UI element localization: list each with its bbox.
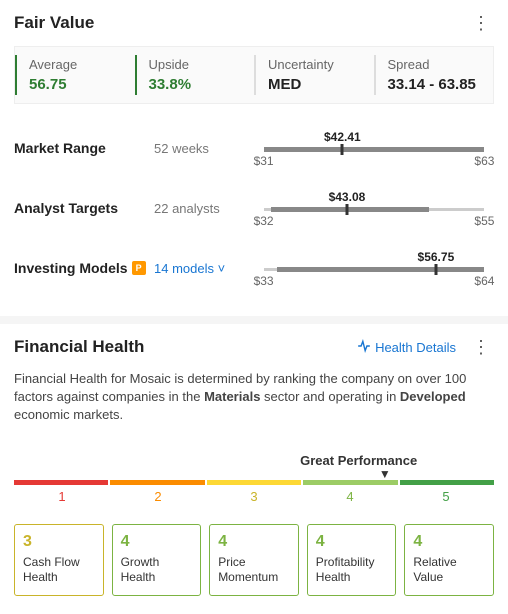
more-icon[interactable]: ⋮ [468,336,494,358]
health-box-label: Cash Flow Health [23,555,95,585]
range-sub: 52 weeks [154,141,254,156]
perf-segment [207,480,301,485]
range-low: $33 [254,274,274,288]
fv-cell-value: 56.75 [29,76,123,93]
health-score: 4 [121,533,193,551]
range-chart: $42.41 $31 $63 [254,130,494,166]
range-label: Market Range [14,140,154,156]
more-icon[interactable]: ⋮ [468,12,494,34]
perf-number: 5 [398,489,494,504]
range-row: Analyst Targets 22 analysts $43.08 $32 $… [14,178,494,238]
health-box[interactable]: 4 Price Momentum [209,524,299,596]
health-box-label: Profitability Health [316,555,388,585]
range-high: $55 [474,214,494,228]
health-box[interactable]: 3 Cash Flow Health [14,524,104,596]
range-label: Investing ModelsP [14,260,154,276]
fv-cell-label: Average [29,57,123,72]
health-score: 4 [218,533,290,551]
health-box[interactable]: 4 Profitability Health [307,524,397,596]
perf-number: 3 [206,489,302,504]
range-value: $42.41 [324,130,361,144]
fair-value-summary: Average 56.75Upside 33.8%Uncertainty MED… [14,46,494,104]
health-score: 4 [413,533,485,551]
perf-segment [303,480,397,485]
perf-segment [110,480,204,485]
perf-number: 2 [110,489,206,504]
health-details-label: Health Details [375,340,456,355]
fair-value-header: Fair Value ⋮ [14,12,494,34]
health-details-link[interactable]: Health Details [357,339,456,356]
financial-health-title: Financial Health [14,337,144,357]
range-high: $64 [474,274,494,288]
fv-cell-value: 33.14 - 63.85 [388,76,482,93]
financial-health-description: Financial Health for Mosaic is determine… [14,370,494,425]
financial-health-header: Financial Health Health Details ⋮ [14,336,494,358]
fv-cell: Uncertainty MED [254,55,374,95]
range-low: $31 [254,154,274,168]
range-sub: 22 analysts [154,201,254,216]
perf-segment [400,480,494,485]
fv-cell: Spread 33.14 - 63.85 [374,55,494,95]
range-chart: $56.75 $33 $64 [254,250,494,286]
pulse-icon [357,339,371,356]
health-box[interactable]: 4 Relative Value [404,524,494,596]
financial-health-card: Financial Health Health Details ⋮ Financ… [0,324,508,614]
range-low: $32 [254,214,274,228]
range-chart: $43.08 $32 $55 [254,190,494,226]
fv-cell: Upside 33.8% [135,55,255,95]
health-score: 4 [316,533,388,551]
health-score: 3 [23,533,95,551]
perf-number: 4 [302,489,398,504]
range-label: Analyst Targets [14,200,154,216]
range-value: $56.75 [418,250,455,264]
performance-label: Great Performance [300,453,417,468]
health-box-label: Relative Value [413,555,485,585]
performance-arrow-icon: ▼ [14,470,494,478]
range-high: $63 [474,154,494,168]
fv-cell-value: 33.8% [149,76,243,93]
range-rows: Market Range 52 weeks $42.41 $31 $63 Ana… [14,118,494,298]
health-box[interactable]: 4 Growth Health [112,524,202,596]
health-box-label: Growth Health [121,555,193,585]
fair-value-title: Fair Value [14,13,94,33]
fv-cell: Average 56.75 [15,55,135,95]
perf-number: 1 [14,489,110,504]
range-row: Market Range 52 weeks $42.41 $31 $63 [14,118,494,178]
health-boxes: 3 Cash Flow Health4 Growth Health4 Price… [14,524,494,596]
health-box-label: Price Momentum [218,555,290,585]
range-row: Investing ModelsP 14 models ˅ $56.75 $33… [14,238,494,298]
performance-scale: Great Performance ▼ 12345 [14,453,494,504]
fair-value-card: Fair Value ⋮ Average 56.75Upside 33.8%Un… [0,0,508,316]
range-value: $43.08 [329,190,366,204]
range-sub[interactable]: 14 models ˅ [154,261,254,276]
fv-cell-label: Uncertainty [268,57,362,72]
fv-cell-label: Upside [149,57,243,72]
premium-badge-icon: P [132,261,146,275]
perf-segment [14,480,108,485]
fv-cell-label: Spread [388,57,482,72]
fv-cell-value: MED [268,76,362,93]
